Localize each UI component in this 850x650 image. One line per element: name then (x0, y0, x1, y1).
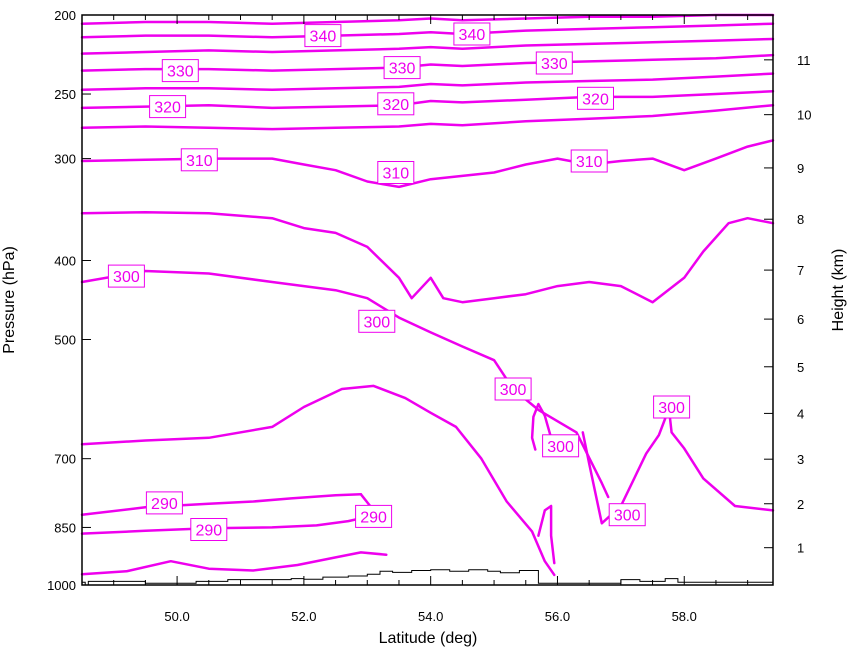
height-tick-label: 8 (797, 212, 804, 227)
contour-label-box (190, 518, 228, 541)
contour-label: 330 (541, 56, 568, 73)
y-tick-label: 850 (54, 520, 76, 535)
x-tick-label: 52.0 (291, 609, 316, 624)
contour-label: 330 (389, 61, 416, 78)
contour-label-box (453, 22, 491, 46)
height-tick-label: 9 (797, 161, 804, 176)
contour-label-box (145, 491, 183, 515)
contour-label: 290 (195, 523, 222, 540)
contour-line-320 (80, 103, 775, 131)
contour-label: 300 (658, 400, 685, 417)
contour-label-box (304, 24, 342, 48)
contour-line-340 (80, 13, 775, 25)
plot-frame (81, 14, 774, 586)
y-axis-title: Pressure (hPa) (1, 246, 18, 354)
x-tick-label: 56.0 (545, 609, 570, 624)
contour-label: 340 (459, 27, 486, 44)
contour-line-310 (80, 139, 775, 189)
contour-line-330 (80, 72, 775, 92)
contour-label-box (577, 86, 614, 110)
contour-line-340 (80, 37, 775, 55)
axis-layer: 50.0 52.0 54.0 56.0 58.020025030040050070085… (47, 8, 811, 624)
contour-label: 300 (363, 314, 390, 331)
terrain-outline (82, 569, 773, 586)
contour-label: 320 (382, 97, 409, 114)
contour-label-box (377, 92, 415, 116)
y-tick-label: 250 (54, 87, 76, 102)
y-tick-label: 300 (54, 152, 76, 167)
contour-label-box (494, 377, 532, 401)
contour-label-box (535, 51, 573, 75)
contour-line-340 (80, 22, 775, 39)
x-tick-label: 50.0 (164, 609, 189, 624)
contour-label: 320 (154, 100, 181, 117)
contour-label-box (107, 264, 145, 288)
contour-label: 310 (576, 154, 603, 171)
y-tick-label: 1000 (47, 578, 76, 593)
x-tick-label: 58.0 (672, 609, 697, 624)
x-tick-label: 54.0 (418, 609, 443, 624)
y-tick-label: 500 (54, 333, 76, 348)
contour-line-330 (80, 53, 775, 72)
height-tick-label: 3 (797, 452, 804, 467)
terrain-layer (82, 569, 773, 586)
y-tick-label: 200 (54, 8, 76, 23)
contour-label-box (383, 56, 421, 80)
contour-label-box (608, 503, 646, 527)
height-tick-label: 4 (797, 406, 804, 421)
contour-label: 320 (582, 91, 609, 108)
height-tick-label: 11 (797, 53, 811, 68)
contour-label-box (180, 148, 218, 172)
contour-label: 300 (500, 382, 527, 399)
contour-label: 300 (113, 269, 140, 286)
contour-line-300 (80, 269, 610, 499)
contour-label-box (358, 309, 396, 333)
contour-line-320 (80, 89, 775, 110)
y2-axis-title: Height (km) (830, 249, 847, 332)
contour-line-290 (80, 493, 375, 535)
contour-label: 300 (614, 508, 641, 525)
height-tick-label: 2 (797, 497, 804, 512)
y-tick-label: 400 (54, 253, 76, 268)
contour-label: 290 (360, 509, 387, 526)
contour-label-box (149, 95, 187, 119)
contour-label: 290 (151, 496, 178, 513)
contour-label: 310 (186, 153, 213, 170)
contour-label-box (355, 504, 393, 528)
height-tick-label: 7 (797, 263, 804, 278)
height-tick-label: 6 (797, 312, 804, 327)
height-tick-label: 10 (797, 108, 811, 123)
height-tick-label: 5 (797, 360, 804, 375)
contour-label-layer: 340 340 330 330 330 320 320 320 310 310 310 300 300 3… (107, 22, 691, 541)
contour-line-300 (537, 504, 556, 565)
contour-label-box (161, 59, 199, 83)
contour-label-box (570, 149, 608, 173)
contour-label-box (377, 161, 415, 184)
x-axis-title: Latitude (deg) (379, 630, 478, 647)
contour-label: 300 (547, 439, 574, 456)
contour-line-300 (80, 384, 556, 577)
contour-label-box (542, 434, 580, 458)
contour-label-box (653, 395, 691, 419)
contour-label: 310 (382, 166, 409, 183)
contour-line-290 (80, 493, 363, 516)
height-tick-label: 1 (797, 541, 804, 556)
contour-line-300 (80, 210, 775, 304)
contour-line-290 (80, 551, 388, 576)
contour-label: 330 (167, 64, 194, 81)
y-tick-label: 700 (54, 452, 76, 467)
contour-label: 340 (310, 29, 337, 46)
